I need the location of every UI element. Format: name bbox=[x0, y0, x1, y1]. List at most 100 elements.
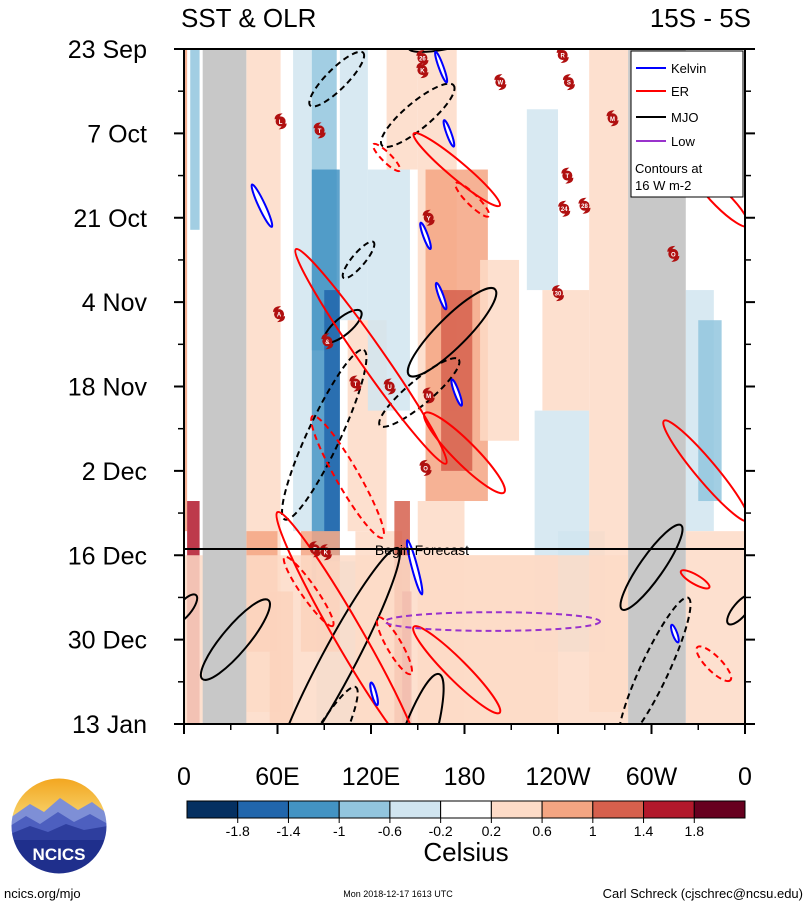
storm-core bbox=[275, 116, 286, 127]
mjo-contour-8 bbox=[199, 598, 271, 681]
colorbar-swatch-6 bbox=[490, 800, 543, 819]
storm-core bbox=[553, 288, 563, 299]
storm-marker-17: U bbox=[383, 378, 396, 395]
kelvin-contour-39 bbox=[450, 378, 463, 407]
colorbar-swatch-9 bbox=[643, 800, 695, 819]
storm-marker-14: A bbox=[273, 306, 286, 323]
footer-author: Carl Schreck (cjschrec@ncsu.edu) bbox=[603, 886, 803, 901]
storm-core bbox=[417, 65, 428, 76]
storm-marker-5: L bbox=[274, 113, 287, 130]
storm-label: 30 bbox=[555, 292, 562, 298]
er-contour-16 bbox=[412, 131, 502, 208]
er-contour-25 bbox=[375, 616, 413, 676]
colorbar-swatch-1 bbox=[237, 800, 289, 819]
er-contour-18 bbox=[454, 181, 491, 218]
storm-label: M bbox=[610, 117, 615, 123]
storm-arm bbox=[667, 245, 676, 252]
ncics-logo: NCICS bbox=[10, 777, 108, 875]
kelvin-contour-41 bbox=[369, 681, 379, 707]
chart-title: SST & OLR bbox=[181, 3, 317, 33]
logo-text: NCICS bbox=[33, 845, 86, 864]
region-label: 15S - 5S bbox=[649, 3, 751, 33]
colorbar-tick-label: 1 bbox=[589, 823, 597, 839]
storm-marker-9: Y bbox=[422, 209, 435, 226]
storm-arm bbox=[566, 84, 575, 91]
y-axis: 23 Sep 7 Oct 21 Oct 4 Nov 18 Nov 2 Dec 16 Dec 3… bbox=[68, 36, 755, 739]
storm-arm bbox=[552, 285, 560, 292]
colorbar-label: Celsius bbox=[423, 837, 508, 867]
storm-arm bbox=[277, 316, 286, 323]
storm-marker-2: R bbox=[556, 49, 569, 64]
colorbar-swatch-10 bbox=[693, 800, 746, 819]
sst-cell-0 bbox=[184, 49, 188, 532]
storm-label: O bbox=[423, 466, 428, 472]
x-axis: 0 60E 120E 180 120W 60W 0 bbox=[177, 724, 752, 791]
storm-label: T bbox=[354, 382, 358, 388]
storm-core bbox=[350, 378, 361, 389]
mjo-contour-3 bbox=[341, 240, 376, 280]
storm-arm bbox=[308, 541, 317, 548]
colorbar-tick-label: -1 bbox=[333, 823, 346, 839]
storm-arm bbox=[273, 306, 282, 313]
storm-arm bbox=[419, 459, 428, 466]
y-tick-label: 7 Oct bbox=[87, 120, 147, 148]
storm-label: T bbox=[566, 174, 570, 180]
sst-cell-16 bbox=[386, 49, 418, 170]
storm-arm bbox=[423, 469, 432, 476]
er-contour-19 bbox=[294, 247, 448, 465]
storm-marker-6: T bbox=[313, 122, 326, 139]
storm-core bbox=[384, 381, 395, 392]
storm-core bbox=[562, 170, 573, 181]
sst-cell-31 bbox=[685, 531, 745, 724]
storm-arm bbox=[325, 343, 334, 350]
sst-cell-12 bbox=[339, 49, 368, 321]
storm-arm bbox=[422, 387, 431, 394]
storm-label: F bbox=[313, 548, 317, 554]
storm-core bbox=[314, 125, 325, 136]
mjo-contour-7 bbox=[378, 357, 461, 428]
storm-label: 28 bbox=[581, 204, 588, 210]
sst-cell-33 bbox=[417, 555, 558, 724]
er-contour-23 bbox=[275, 510, 420, 724]
sst-heatmap bbox=[184, 49, 745, 724]
colorbar-swatch-0 bbox=[186, 800, 239, 819]
y-tick-label: 30 Dec bbox=[68, 627, 147, 655]
colorbar-tick-label: -0.6 bbox=[378, 823, 402, 839]
storm-arm bbox=[561, 167, 570, 174]
storm-arm bbox=[317, 132, 326, 139]
storm-arm bbox=[426, 397, 435, 404]
mjo-contour-12 bbox=[184, 593, 199, 626]
kelvin-contour-37 bbox=[419, 221, 432, 251]
storm-marker-19: O bbox=[419, 459, 432, 476]
storm-core bbox=[579, 200, 590, 211]
storm-arm bbox=[278, 123, 287, 130]
mjo-contour-6 bbox=[281, 348, 368, 521]
storm-arm bbox=[562, 74, 571, 81]
colorbar-swatch-7 bbox=[541, 800, 594, 819]
storm-marker-15: & bbox=[321, 333, 334, 350]
y-tick-label: 16 Dec bbox=[68, 542, 147, 570]
storm-core bbox=[274, 309, 285, 320]
kelvin-contour-36 bbox=[442, 119, 456, 148]
land-mask-0 bbox=[202, 49, 247, 724]
storm-core bbox=[607, 113, 618, 124]
storm-arm bbox=[610, 120, 619, 127]
storm-label: W bbox=[498, 81, 504, 87]
sst-cell-24 bbox=[526, 109, 558, 291]
colorbar-tick-label: -1.4 bbox=[276, 823, 300, 839]
storm-arm bbox=[321, 333, 330, 340]
y-tick-label: 4 Nov bbox=[82, 289, 148, 317]
mjo-contour-1 bbox=[379, 82, 456, 148]
legend-er-label: ER bbox=[671, 84, 689, 99]
er-contour-29 bbox=[679, 569, 711, 590]
storm-arm bbox=[353, 385, 362, 392]
storm-arm bbox=[560, 57, 569, 64]
storm-core bbox=[668, 248, 679, 259]
legend-mjo-label: MJO bbox=[671, 110, 698, 125]
sst-cell-15 bbox=[367, 169, 410, 411]
storm-label: U bbox=[388, 385, 392, 391]
forecast-label: Begin Forecast bbox=[375, 542, 469, 558]
storm-marker-13: 30 bbox=[552, 285, 564, 302]
kelvin-contour-42 bbox=[669, 623, 680, 644]
legend-kelvin-label: Kelvin bbox=[671, 61, 706, 76]
